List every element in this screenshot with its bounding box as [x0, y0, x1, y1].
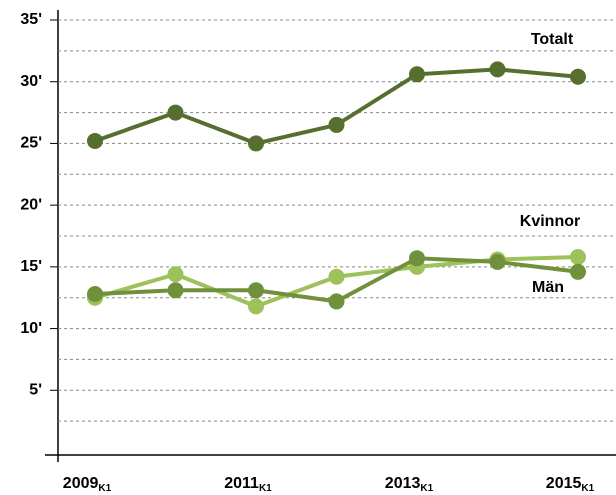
y-tick-label: 25' — [20, 135, 42, 152]
x-tick-year: 2009 — [63, 475, 99, 492]
series-marker — [248, 298, 264, 315]
series-marker — [489, 61, 506, 78]
y-tick-label: 10' — [20, 320, 42, 337]
series-marker — [328, 293, 345, 310]
x-tick-suffix: K1 — [98, 483, 111, 494]
series-label: Totalt — [531, 31, 574, 48]
x-tick-label: 2015K1 — [546, 475, 595, 493]
y-tick-label: 5' — [29, 382, 42, 399]
y-tick-label: 35' — [20, 11, 42, 28]
series-marker — [489, 253, 506, 270]
x-tick-suffix: K1 — [259, 483, 272, 494]
series-marker — [328, 268, 345, 285]
series-marker — [328, 116, 345, 133]
x-tick-year: 2015 — [546, 475, 582, 492]
y-tick-label: 20' — [20, 196, 42, 213]
series-marker — [570, 68, 586, 85]
x-tick-label: 2013K1 — [385, 475, 434, 493]
y-tick-label: 15' — [20, 258, 42, 275]
x-tick-suffix: K1 — [420, 483, 433, 494]
y-tick-label: 30' — [20, 73, 42, 90]
x-tick-label: 2011K1 — [224, 475, 272, 493]
series-label: Kvinnor — [520, 213, 580, 230]
series-marker — [409, 250, 425, 267]
series-marker — [248, 282, 264, 299]
x-tick-label: 2009K1 — [63, 475, 112, 493]
series-label: Män — [532, 279, 564, 296]
x-tick-suffix: K1 — [581, 483, 594, 494]
series-marker — [87, 132, 103, 149]
series-marker — [570, 263, 586, 280]
series-marker — [570, 248, 586, 265]
x-tick-year: 2013 — [385, 475, 421, 492]
x-tick-year: 2011 — [224, 475, 259, 492]
series-marker — [409, 66, 425, 83]
series-marker — [167, 104, 184, 121]
series-marker — [167, 282, 184, 299]
series-marker — [87, 286, 103, 303]
series-marker — [167, 266, 184, 283]
series-marker — [248, 135, 264, 152]
